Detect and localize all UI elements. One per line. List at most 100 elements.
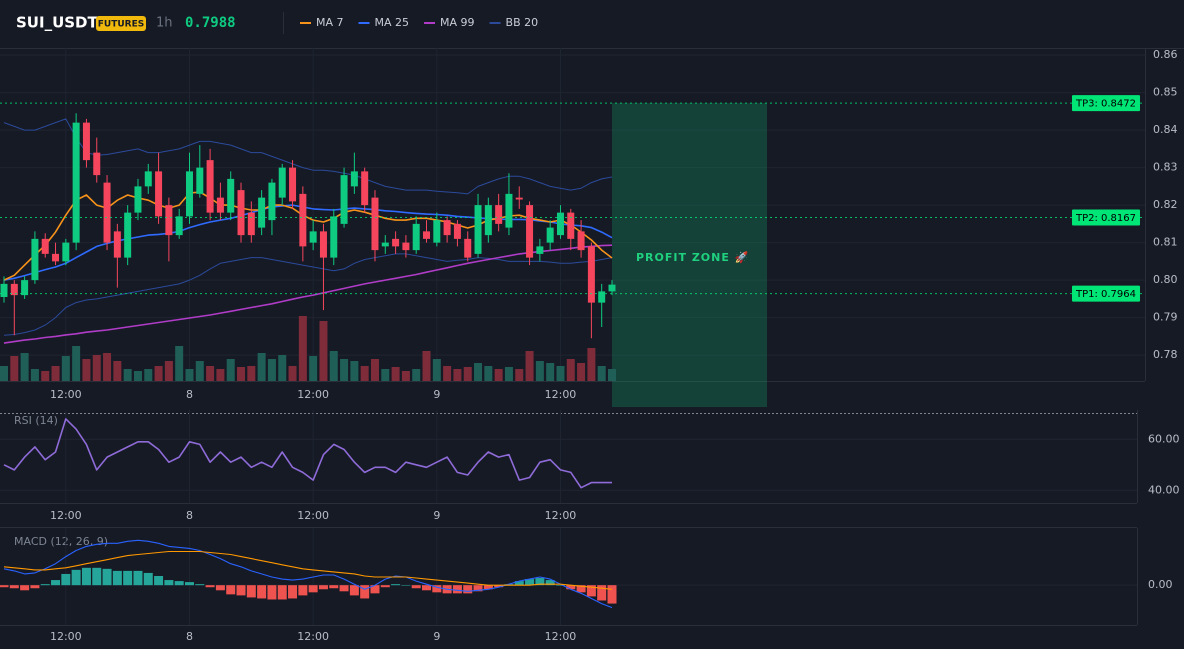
histogram-bar bbox=[432, 585, 442, 593]
legend-item[interactable]: MA 25 bbox=[375, 16, 410, 29]
histogram-bar bbox=[257, 585, 267, 599]
candle-body bbox=[227, 178, 235, 213]
macd-title: MACD (12, 26, 9) bbox=[14, 535, 108, 548]
histogram-bar bbox=[483, 585, 493, 590]
histogram-bar bbox=[174, 581, 184, 586]
volume-bar bbox=[82, 359, 91, 381]
x-tick-label: 12:00 bbox=[545, 388, 577, 401]
candle-body bbox=[381, 242, 389, 247]
candle-body bbox=[608, 284, 616, 292]
x-tick-label: 12:00 bbox=[545, 509, 577, 522]
histogram-bar bbox=[339, 585, 349, 592]
volume-bar bbox=[216, 369, 225, 381]
candle-body bbox=[371, 197, 379, 251]
volume-bar bbox=[247, 366, 256, 381]
candle-body bbox=[103, 182, 111, 243]
histogram-bar bbox=[545, 580, 555, 586]
candle-body bbox=[10, 283, 18, 296]
histogram-bar bbox=[318, 585, 328, 590]
candle-body bbox=[526, 205, 534, 258]
x-tick-label: 8 bbox=[186, 630, 193, 643]
volume-bar bbox=[133, 371, 142, 381]
tp-label: TP3: 0.8472 bbox=[1075, 99, 1136, 110]
volume-bar bbox=[0, 366, 8, 381]
legend-item[interactable]: BB 20 bbox=[506, 16, 539, 29]
volume-bar bbox=[340, 359, 349, 381]
volume-bar bbox=[175, 346, 184, 381]
interval[interactable]: 1h bbox=[156, 16, 173, 31]
candle-body bbox=[515, 197, 523, 200]
candle-body bbox=[175, 216, 183, 236]
candle-body bbox=[21, 280, 29, 296]
legend-item[interactable]: MA 7 bbox=[316, 16, 344, 29]
volume-bar bbox=[370, 359, 379, 381]
indicator-line bbox=[3, 550, 613, 590]
volume-bar bbox=[401, 371, 410, 381]
y-tick-label: 0.78 bbox=[1153, 348, 1178, 361]
volume-bar bbox=[10, 356, 19, 381]
histogram-bar bbox=[298, 585, 308, 596]
volume-bar bbox=[195, 361, 204, 381]
badge-bg bbox=[96, 16, 146, 31]
candle-body bbox=[93, 152, 101, 176]
histogram-bar bbox=[71, 569, 81, 586]
volume-bar bbox=[206, 366, 215, 381]
histogram-bar bbox=[452, 585, 462, 594]
legend-item[interactable]: MA 99 bbox=[440, 16, 475, 29]
histogram-bar bbox=[102, 568, 112, 586]
volume-bar bbox=[474, 363, 483, 381]
volume-bar bbox=[154, 366, 163, 381]
symbol[interactable]: SUI_USDT bbox=[16, 14, 98, 32]
x-tick-label: 9 bbox=[433, 509, 440, 522]
histogram-bar bbox=[61, 573, 71, 586]
candle-body bbox=[62, 242, 70, 262]
volume-bar bbox=[226, 359, 235, 381]
histogram-bar bbox=[143, 572, 153, 586]
x-tick-label: 12:00 bbox=[50, 388, 82, 401]
candle-body bbox=[134, 186, 142, 213]
volume-bar bbox=[319, 321, 328, 381]
volume-bar bbox=[164, 361, 173, 381]
volume-bar bbox=[515, 369, 524, 381]
y-tick-label: 40.00 bbox=[1148, 483, 1180, 496]
candle-body bbox=[237, 190, 245, 236]
histogram-bar bbox=[277, 585, 287, 600]
volume-bar bbox=[453, 369, 462, 381]
volume-bar bbox=[350, 361, 359, 381]
candle-body bbox=[350, 171, 358, 187]
candle-body bbox=[289, 167, 297, 202]
y-tick-label: 0.81 bbox=[1153, 236, 1178, 249]
volume-bar bbox=[597, 366, 606, 381]
x-tick-label: 12:00 bbox=[297, 509, 329, 522]
tp-label: TP1: 0.7964 bbox=[1075, 289, 1136, 300]
volume-bar bbox=[391, 367, 400, 381]
x-tick-label: 9 bbox=[433, 388, 440, 401]
candle-body bbox=[340, 175, 348, 224]
y-tick-label: 0.83 bbox=[1153, 161, 1178, 174]
histogram-bar bbox=[236, 585, 246, 596]
volume-bar bbox=[587, 348, 596, 381]
volume-bar bbox=[257, 353, 266, 381]
candle-body bbox=[587, 246, 595, 303]
candle-body bbox=[567, 212, 575, 239]
candle-body bbox=[330, 216, 338, 258]
candle-body bbox=[505, 193, 513, 228]
volume-bar bbox=[309, 356, 318, 381]
histogram-bar bbox=[133, 570, 143, 586]
histogram-bar bbox=[184, 582, 194, 586]
histogram-bar bbox=[566, 585, 576, 590]
candle-body bbox=[206, 160, 214, 213]
histogram-bar bbox=[195, 584, 205, 586]
candle-body bbox=[361, 171, 369, 206]
volume-bar bbox=[41, 371, 50, 381]
volume-bar bbox=[443, 366, 452, 381]
bb-upper bbox=[3, 118, 613, 195]
volume-bar bbox=[577, 363, 586, 381]
histogram-bar bbox=[401, 585, 411, 586]
volume-bar bbox=[412, 369, 421, 381]
volume-bar bbox=[504, 367, 513, 381]
candle-body bbox=[299, 193, 307, 247]
volume-bar bbox=[278, 355, 287, 381]
volume-bar bbox=[535, 361, 544, 381]
